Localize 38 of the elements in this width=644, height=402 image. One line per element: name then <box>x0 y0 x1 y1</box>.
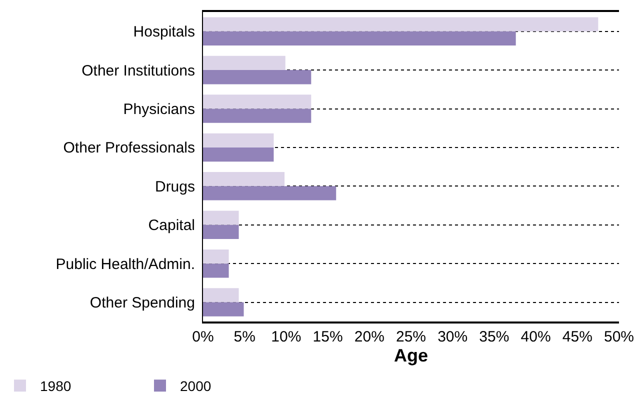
bar <box>203 264 229 278</box>
bar <box>203 172 285 186</box>
bar <box>203 31 516 46</box>
legend-label: 2000 <box>180 378 212 394</box>
y-tick-label: Public Health/Admin. <box>56 256 195 273</box>
x-tick-label: 25% <box>396 328 426 346</box>
bar <box>203 94 312 109</box>
bar <box>203 133 274 148</box>
y-tick-label: Other Professionals <box>63 140 195 157</box>
y-tick-label: Physicians <box>123 101 195 118</box>
x-tick-label: 5% <box>234 328 256 346</box>
bar <box>203 302 244 316</box>
x-axis-title: Age <box>394 345 428 366</box>
bar <box>203 210 239 225</box>
x-tick-label: 35% <box>479 328 510 346</box>
bar <box>203 249 229 264</box>
x-tick-label: 0% <box>192 328 214 346</box>
bar <box>203 224 239 240</box>
bar <box>203 288 239 302</box>
x-tick-label: 40% <box>520 328 551 346</box>
bar <box>203 108 312 123</box>
bar <box>203 56 286 70</box>
bar <box>203 186 336 200</box>
x-tick-label: 15% <box>312 328 343 346</box>
y-tick-label: Other Spending <box>90 294 195 312</box>
x-tick-label: 45% <box>562 328 592 346</box>
y-tick-label: Capital <box>148 217 195 234</box>
bar <box>203 70 312 84</box>
x-tick-label: 20% <box>354 328 384 346</box>
bar <box>203 17 598 32</box>
x-tick-label: 30% <box>438 328 468 346</box>
y-tick-label: Hospitals <box>133 24 195 41</box>
x-tick-label: 10% <box>271 328 302 346</box>
bar <box>203 147 274 162</box>
legend-label: 1980 <box>40 378 72 394</box>
y-tick-label: Other Institutions <box>82 62 195 80</box>
y-tick-label: Drugs <box>154 178 195 196</box>
x-tick-label: 50% <box>604 328 634 346</box>
